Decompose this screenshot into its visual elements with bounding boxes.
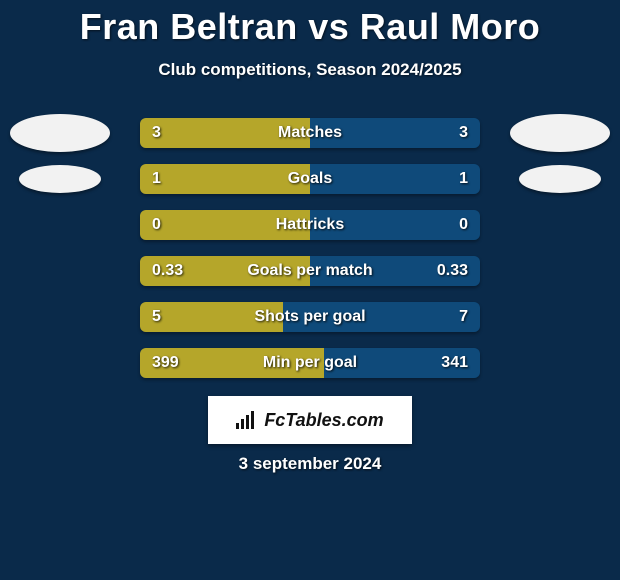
stat-row: 5 7 Shots per goal	[0, 302, 620, 332]
team-badge-right	[519, 165, 601, 193]
stat-value-right: 3	[447, 118, 480, 148]
stat-rows: 3 3 Matches 1 1 Goals 0 0 Hat	[0, 118, 620, 394]
team-badge-right	[510, 114, 610, 152]
stat-value-left: 1	[140, 164, 173, 194]
footer-date: 3 september 2024	[0, 454, 620, 474]
stat-value-left: 5	[140, 302, 173, 332]
team-badge-left	[19, 165, 101, 193]
stat-value-left: 0.33	[140, 256, 195, 286]
stat-value-right: 341	[429, 348, 480, 378]
stat-row: 3 3 Matches	[0, 118, 620, 148]
bar-track: 1 1 Goals	[140, 164, 480, 194]
chart-bars-icon	[236, 411, 258, 429]
page-subtitle: Club competitions, Season 2024/2025	[0, 60, 620, 80]
stat-value-left: 0	[140, 210, 173, 240]
stat-row: 399 341 Min per goal	[0, 348, 620, 378]
bar-track: 0 0 Hattricks	[140, 210, 480, 240]
stat-row: 1 1 Goals	[0, 164, 620, 194]
source-logo-text: FcTables.com	[264, 410, 383, 431]
stat-value-right: 0	[447, 210, 480, 240]
stat-row: 0 0 Hattricks	[0, 210, 620, 240]
stat-value-right: 7	[447, 302, 480, 332]
stat-value-left: 3	[140, 118, 173, 148]
source-logo: FcTables.com	[208, 396, 412, 444]
stat-value-left: 399	[140, 348, 191, 378]
stat-value-right: 0.33	[425, 256, 480, 286]
bar-track: 399 341 Min per goal	[140, 348, 480, 378]
bar-track: 0.33 0.33 Goals per match	[140, 256, 480, 286]
bar-track: 3 3 Matches	[140, 118, 480, 148]
page-title: Fran Beltran vs Raul Moro	[0, 0, 620, 48]
stat-value-right: 1	[447, 164, 480, 194]
team-badge-left	[10, 114, 110, 152]
bar-track: 5 7 Shots per goal	[140, 302, 480, 332]
stat-row: 0.33 0.33 Goals per match	[0, 256, 620, 286]
comparison-infographic: Fran Beltran vs Raul Moro Club competiti…	[0, 0, 620, 580]
